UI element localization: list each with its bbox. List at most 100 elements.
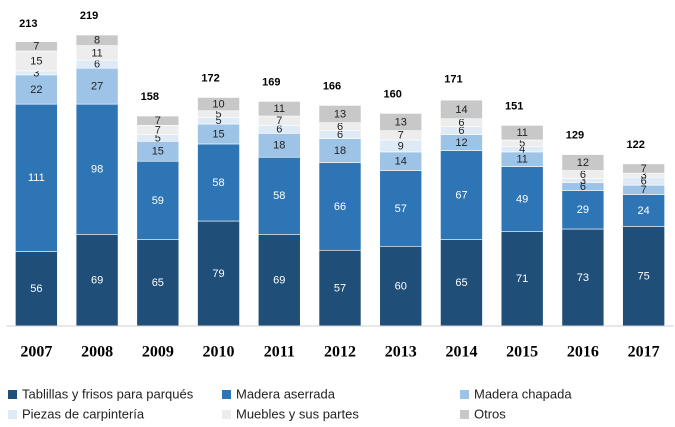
- data-label: 12: [455, 137, 467, 149]
- legend-label: Madera aserrada: [236, 386, 336, 401]
- bar-segment: [379, 245, 423, 327]
- data-label: 29: [577, 204, 589, 216]
- total-label: 158: [141, 91, 159, 103]
- bar-segment: [75, 103, 119, 235]
- bar-segment: [197, 220, 240, 327]
- bar-segment: [440, 239, 483, 327]
- data-label: 6: [337, 121, 343, 133]
- x-tick-label: 2007: [20, 344, 52, 361]
- total-label: 171: [444, 74, 462, 86]
- data-label: 15: [212, 128, 224, 140]
- legend-label: Otros: [474, 406, 506, 421]
- data-label: 13: [334, 108, 346, 120]
- data-label: 65: [152, 277, 164, 289]
- x-tick-label: 2013: [385, 344, 417, 361]
- total-label: 160: [384, 88, 402, 100]
- data-label: 11: [516, 154, 527, 166]
- data-label: 6: [337, 129, 343, 141]
- data-label: 58: [212, 177, 224, 189]
- bar-segment: [561, 228, 605, 327]
- bar-segment: [500, 166, 544, 232]
- x-tick-label: 2015: [506, 344, 538, 361]
- total-label: 219: [80, 10, 98, 22]
- data-label: 12: [577, 157, 589, 169]
- data-label: 11: [274, 103, 285, 115]
- bar-segment: [379, 113, 423, 131]
- data-label: 56: [30, 283, 42, 295]
- data-label: 60: [395, 281, 407, 293]
- bar-segment: [318, 162, 362, 251]
- data-label: 5: [155, 132, 161, 144]
- data-label: 6: [458, 117, 464, 129]
- bar-segment: [197, 143, 240, 222]
- bar-segment: [136, 115, 180, 126]
- data-label: 4: [519, 144, 525, 156]
- data-label: 15: [152, 146, 164, 158]
- legend-swatch: [8, 390, 17, 399]
- data-label: 13: [395, 116, 407, 128]
- x-tick-label: 2008: [81, 344, 113, 361]
- bar-segment: [257, 101, 301, 117]
- data-label: 6: [641, 176, 647, 188]
- legend-swatch: [222, 410, 231, 419]
- x-tick-label: 2011: [264, 344, 295, 361]
- x-tick-label: 2009: [142, 344, 174, 361]
- data-label: 22: [30, 84, 42, 96]
- bar-segment: [561, 154, 605, 171]
- data-label: 7: [276, 115, 282, 127]
- bar-segment: [622, 194, 665, 227]
- legend-label: Muebles y sus partes: [236, 406, 359, 421]
- data-label: 18: [334, 145, 346, 157]
- total-label: 166: [323, 80, 341, 92]
- legend-swatch: [460, 410, 469, 419]
- bar-segment: [500, 231, 544, 327]
- legend-swatch: [8, 410, 17, 419]
- data-label: 3: [33, 67, 39, 79]
- data-label: 5: [519, 138, 525, 150]
- total-label: 122: [626, 139, 644, 151]
- bar-segment: [75, 234, 119, 327]
- bar-segment: [622, 163, 665, 174]
- data-label: 69: [273, 275, 285, 287]
- data-label: 27: [91, 81, 103, 93]
- data-label: 10: [212, 99, 224, 111]
- data-label: 67: [455, 190, 467, 202]
- bar-segment: [379, 170, 423, 247]
- bar-segment: [500, 125, 544, 141]
- data-label: 5: [215, 115, 221, 127]
- data-label: 111: [28, 172, 45, 184]
- legend-swatch: [222, 390, 231, 399]
- bar-segment: [318, 249, 362, 327]
- x-tick-label: 2010: [203, 344, 235, 361]
- data-label: 79: [212, 268, 224, 280]
- bar-segment: [136, 160, 180, 240]
- bar-segment: [75, 34, 119, 46]
- data-label: 9: [398, 140, 404, 152]
- data-label: 6: [580, 181, 586, 193]
- bar-segment: [75, 67, 119, 105]
- bar-segment: [15, 251, 58, 327]
- data-label: 18: [273, 140, 285, 152]
- legend-label: Tablillas y frisos para parqués: [22, 386, 194, 401]
- data-label: 59: [152, 195, 164, 207]
- data-label: 7: [641, 163, 647, 175]
- data-label: 15: [30, 55, 42, 67]
- data-label: 98: [91, 164, 103, 176]
- data-label: 7: [155, 115, 161, 127]
- bar-segment: [15, 41, 58, 52]
- data-label: 57: [395, 203, 407, 215]
- data-label: 6: [94, 59, 100, 71]
- bar-segment: [197, 97, 240, 112]
- x-tick-label: 2014: [445, 344, 477, 361]
- bar-segment: [561, 190, 605, 230]
- data-label: 66: [334, 201, 346, 213]
- bar-segment: [440, 99, 483, 120]
- total-label: 213: [19, 18, 37, 30]
- data-label: 75: [638, 271, 650, 283]
- legend-label: Piezas de carpintería: [22, 406, 145, 421]
- data-label: 73: [577, 272, 589, 284]
- data-label: 57: [334, 283, 346, 295]
- data-label: 24: [638, 205, 650, 217]
- data-label: 8: [94, 35, 100, 47]
- data-label: 69: [91, 275, 103, 287]
